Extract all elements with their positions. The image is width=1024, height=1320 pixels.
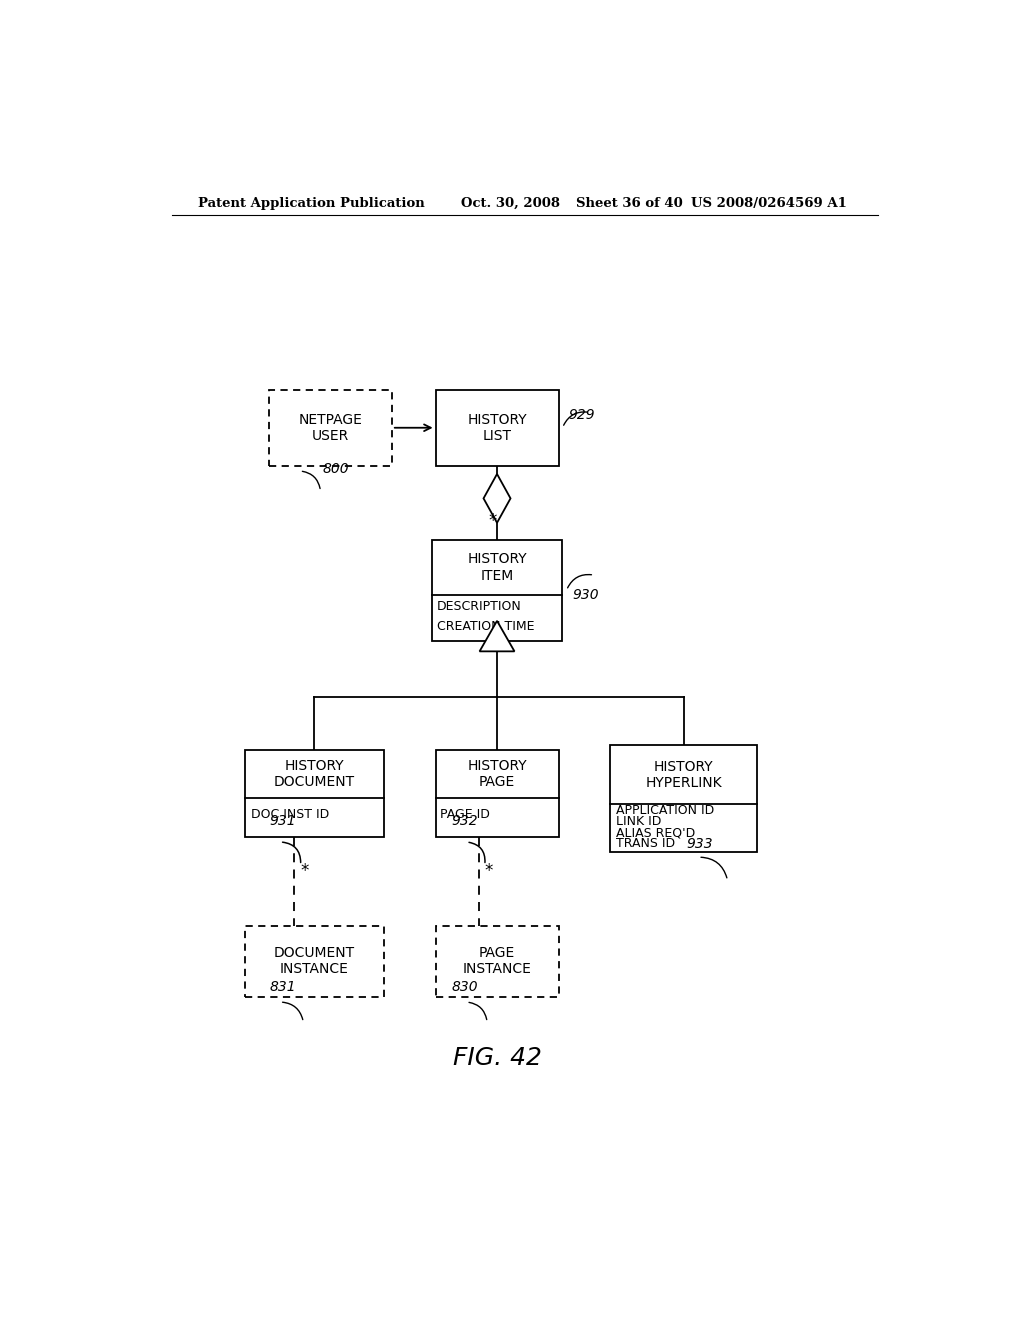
- Bar: [435, 751, 558, 837]
- Text: DOC INST ID: DOC INST ID: [251, 808, 329, 821]
- Text: 933: 933: [686, 837, 713, 851]
- Text: Patent Application Publication: Patent Application Publication: [198, 197, 425, 210]
- Bar: [435, 389, 558, 466]
- Text: 931: 931: [269, 814, 296, 828]
- Text: *: *: [300, 862, 308, 880]
- Bar: [245, 751, 384, 837]
- Polygon shape: [479, 620, 514, 651]
- Text: HISTORY
LIST: HISTORY LIST: [467, 413, 526, 442]
- Text: FIG. 42: FIG. 42: [453, 1045, 542, 1071]
- Bar: [435, 925, 558, 997]
- Text: 929: 929: [568, 408, 595, 421]
- Text: PAGE ID: PAGE ID: [440, 808, 490, 821]
- Text: DESCRIPTION: DESCRIPTION: [437, 599, 521, 612]
- Bar: [431, 540, 562, 642]
- Text: 932: 932: [452, 814, 478, 828]
- Text: *: *: [485, 862, 494, 880]
- Polygon shape: [483, 474, 511, 523]
- Bar: [245, 925, 384, 997]
- Text: TRANS ID: TRANS ID: [616, 837, 675, 850]
- Text: ALIAS REQ'D: ALIAS REQ'D: [616, 826, 695, 840]
- Text: Oct. 30, 2008: Oct. 30, 2008: [461, 197, 560, 210]
- Text: APPLICATION ID: APPLICATION ID: [616, 804, 714, 817]
- Text: 831: 831: [269, 979, 296, 994]
- Text: CREATION TIME: CREATION TIME: [437, 620, 535, 632]
- Text: HISTORY
HYPERLINK: HISTORY HYPERLINK: [645, 759, 722, 789]
- Bar: [610, 746, 757, 853]
- Text: *: *: [488, 512, 498, 531]
- Text: US 2008/0264569 A1: US 2008/0264569 A1: [691, 197, 847, 210]
- Text: HISTORY
ITEM: HISTORY ITEM: [467, 552, 526, 582]
- Text: 800: 800: [323, 462, 349, 477]
- Text: HISTORY
DOCUMENT: HISTORY DOCUMENT: [274, 759, 355, 789]
- Text: Sheet 36 of 40: Sheet 36 of 40: [577, 197, 683, 210]
- Text: LINK ID: LINK ID: [616, 814, 662, 828]
- Text: 830: 830: [452, 979, 478, 994]
- Text: PAGE
INSTANCE: PAGE INSTANCE: [463, 946, 531, 977]
- Bar: [269, 389, 392, 466]
- Text: DOCUMENT
INSTANCE: DOCUMENT INSTANCE: [274, 946, 355, 977]
- Text: HISTORY
PAGE: HISTORY PAGE: [467, 759, 526, 789]
- Text: 930: 930: [572, 589, 599, 602]
- Text: NETPAGE
USER: NETPAGE USER: [298, 413, 362, 442]
